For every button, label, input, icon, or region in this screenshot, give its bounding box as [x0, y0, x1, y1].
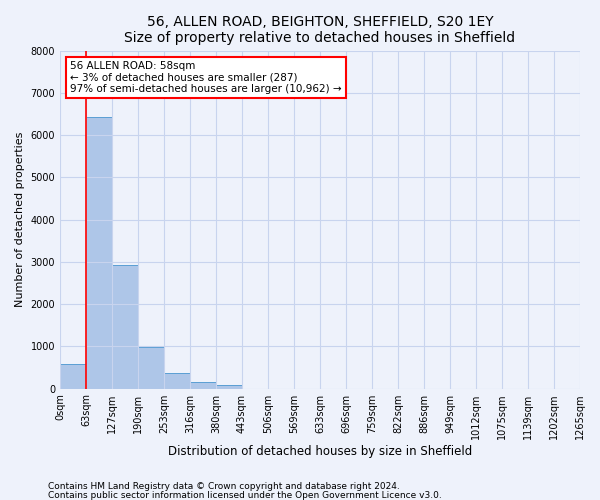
- Bar: [112, 265, 138, 388]
- Bar: [138, 347, 164, 389]
- Bar: [190, 382, 216, 388]
- X-axis label: Distribution of detached houses by size in Sheffield: Distribution of detached houses by size …: [168, 444, 472, 458]
- Title: 56, ALLEN ROAD, BEIGHTON, SHEFFIELD, S20 1EY
Size of property relative to detach: 56, ALLEN ROAD, BEIGHTON, SHEFFIELD, S20…: [124, 15, 515, 45]
- Bar: [60, 364, 86, 388]
- Text: Contains HM Land Registry data © Crown copyright and database right 2024.: Contains HM Land Registry data © Crown c…: [48, 482, 400, 491]
- Y-axis label: Number of detached properties: Number of detached properties: [15, 132, 25, 307]
- Bar: [86, 117, 112, 388]
- Bar: [216, 385, 242, 388]
- Bar: [164, 374, 190, 388]
- Text: Contains public sector information licensed under the Open Government Licence v3: Contains public sector information licen…: [48, 490, 442, 500]
- Text: 56 ALLEN ROAD: 58sqm
← 3% of detached houses are smaller (287)
97% of semi-detac: 56 ALLEN ROAD: 58sqm ← 3% of detached ho…: [70, 60, 342, 94]
